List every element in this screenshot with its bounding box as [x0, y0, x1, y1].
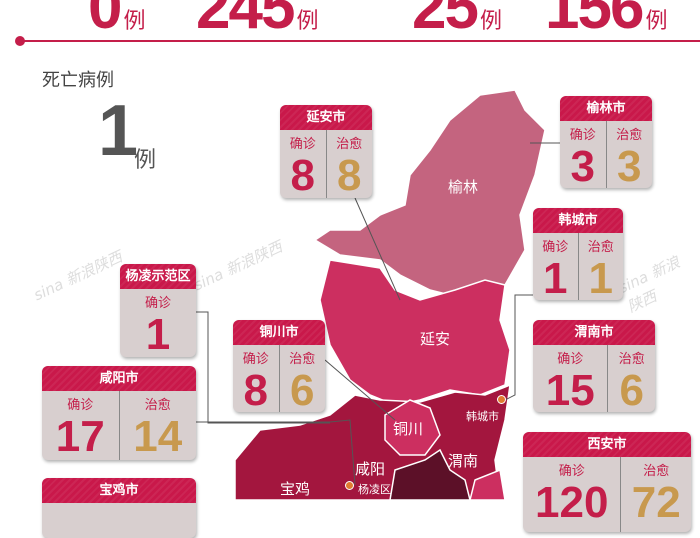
card-title: 延安市: [280, 105, 372, 130]
card-title: 咸阳市: [42, 366, 196, 391]
divider-dot: [15, 36, 25, 46]
yangling-pin: [345, 481, 354, 490]
card-tongchuan: 铜川市 确诊 8 治愈 6: [233, 320, 325, 412]
divider: [20, 40, 700, 42]
region-xian: [389, 448, 471, 500]
region-weinan-south: [469, 468, 506, 500]
card-xian: 西安市 确诊 120 治愈 72: [523, 432, 691, 532]
card-yulin: 榆林市 确诊 3 治愈 3: [560, 96, 652, 188]
leader-xianyang: [196, 419, 356, 486]
map-label-tongchuan: 铜川: [393, 420, 424, 438]
leader-hancheng: [504, 294, 533, 401]
card-title: 宝鸡市: [42, 478, 196, 503]
card-yangling: 杨凌示范区 确诊 1: [120, 264, 196, 357]
card-title: 韩城市: [533, 208, 623, 233]
death-label: 死亡病例: [42, 70, 114, 91]
stat-2: 245 例: [196, 0, 319, 42]
death-value: 1: [98, 91, 139, 171]
card-hancheng: 韩城市 确诊 1 治愈 1: [533, 208, 623, 300]
card-title: 渭南市: [533, 320, 655, 345]
card-title: 杨凌示范区: [120, 264, 196, 289]
stat-3: 25 例: [412, 0, 502, 42]
card-title: 铜川市: [233, 320, 325, 345]
card-title: 榆林市: [560, 96, 652, 121]
region-yulin: [313, 89, 546, 301]
region-yanan: [319, 259, 511, 406]
death-unit: 例: [134, 148, 157, 173]
leader-tongchuan: [324, 359, 396, 421]
map-label-yanan: 延安: [420, 330, 451, 348]
hancheng-pin: [497, 395, 506, 404]
shaanxi-map: [196, 89, 560, 500]
map-label-hancheng: 韩城市: [466, 410, 499, 423]
map-label-xianyang: 咸阳: [355, 460, 386, 478]
leader-yanan: [354, 197, 401, 301]
map-label-yulin: 榆林: [448, 178, 479, 196]
map-label-weinan: 渭南: [448, 452, 479, 470]
card-xianyang: 咸阳市 确诊 17 治愈 14: [42, 366, 196, 460]
map-label-yangling: 杨凌区: [358, 483, 391, 496]
leader-yangling: [196, 311, 330, 424]
map-label-baoji: 宝鸡: [280, 480, 311, 498]
card-title: 西安市: [523, 432, 691, 457]
stat-4: 156 例: [545, 0, 668, 42]
card-baoji: 宝鸡市: [42, 478, 196, 538]
region-tongchuan: [384, 399, 441, 456]
card-yanan: 延安市 确诊 8 治愈 8: [280, 105, 372, 198]
card-weinan: 渭南市 确诊 15 治愈 6: [533, 320, 655, 412]
